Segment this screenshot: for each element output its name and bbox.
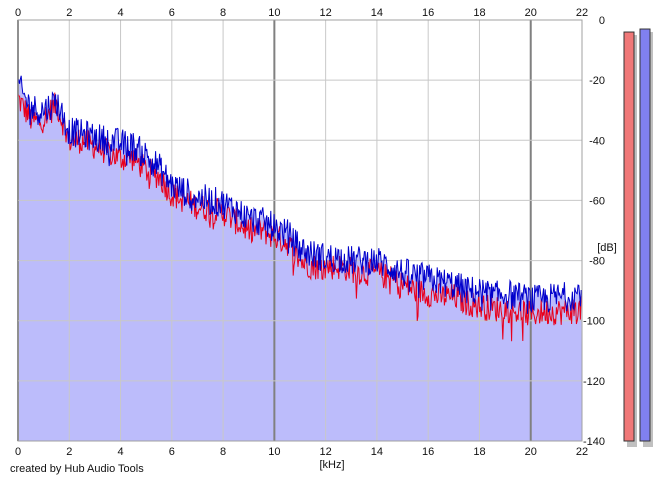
x-tick-label-bottom: 12 [320, 446, 332, 458]
x-tick-label-bottom: 4 [117, 446, 123, 458]
x-tick-label-top: 4 [117, 7, 123, 19]
y-tick-label: -140 [583, 436, 605, 448]
level-meter-bar [639, 28, 651, 442]
x-tick-label-bottom: 20 [525, 446, 537, 458]
credit-text: created by Hub Audio Tools [10, 463, 144, 475]
level-meter-bar [623, 31, 635, 442]
x-tick-label-top: 14 [371, 7, 383, 19]
plot-frame [17, 19, 583, 442]
x-tick-label-top: 22 [576, 7, 588, 19]
x-tick-label-top: 8 [220, 7, 226, 19]
x-tick-label-bottom: 2 [66, 446, 72, 458]
x-axis-label: [kHz] [319, 459, 344, 471]
y-axis-label: [dB] [597, 242, 617, 254]
x-tick-label-top: 2 [66, 7, 72, 19]
y-tick-label: -100 [583, 316, 605, 328]
x-tick-label-bottom: 16 [422, 446, 434, 458]
x-tick-label-top: 6 [169, 7, 175, 19]
x-tick-label-bottom: 10 [268, 446, 280, 458]
y-tick-label: -40 [589, 135, 605, 147]
series-red-line [17, 92, 582, 342]
y-tick-label: -120 [583, 376, 605, 388]
y-tick-label: -60 [589, 195, 605, 207]
y-tick-label: 0 [599, 15, 605, 27]
series-blue-line [17, 75, 582, 314]
x-tick-label-bottom: 0 [15, 446, 21, 458]
x-tick-label-top: 10 [268, 7, 280, 19]
x-tick-label-bottom: 18 [473, 446, 485, 458]
x-tick-label-top: 12 [320, 7, 332, 19]
x-tick-label-bottom: 22 [576, 446, 588, 458]
x-tick-label-top: 20 [525, 7, 537, 19]
x-tick-label-top: 16 [422, 7, 434, 19]
x-tick-label-top: 18 [473, 7, 485, 19]
x-tick-label-bottom: 8 [220, 446, 226, 458]
y-tick-label: -80 [589, 256, 605, 268]
x-tick-label-top: 0 [15, 7, 21, 19]
x-tick-label-bottom: 6 [169, 446, 175, 458]
x-tick-label-bottom: 14 [371, 446, 383, 458]
y-tick-label: -20 [589, 75, 605, 87]
